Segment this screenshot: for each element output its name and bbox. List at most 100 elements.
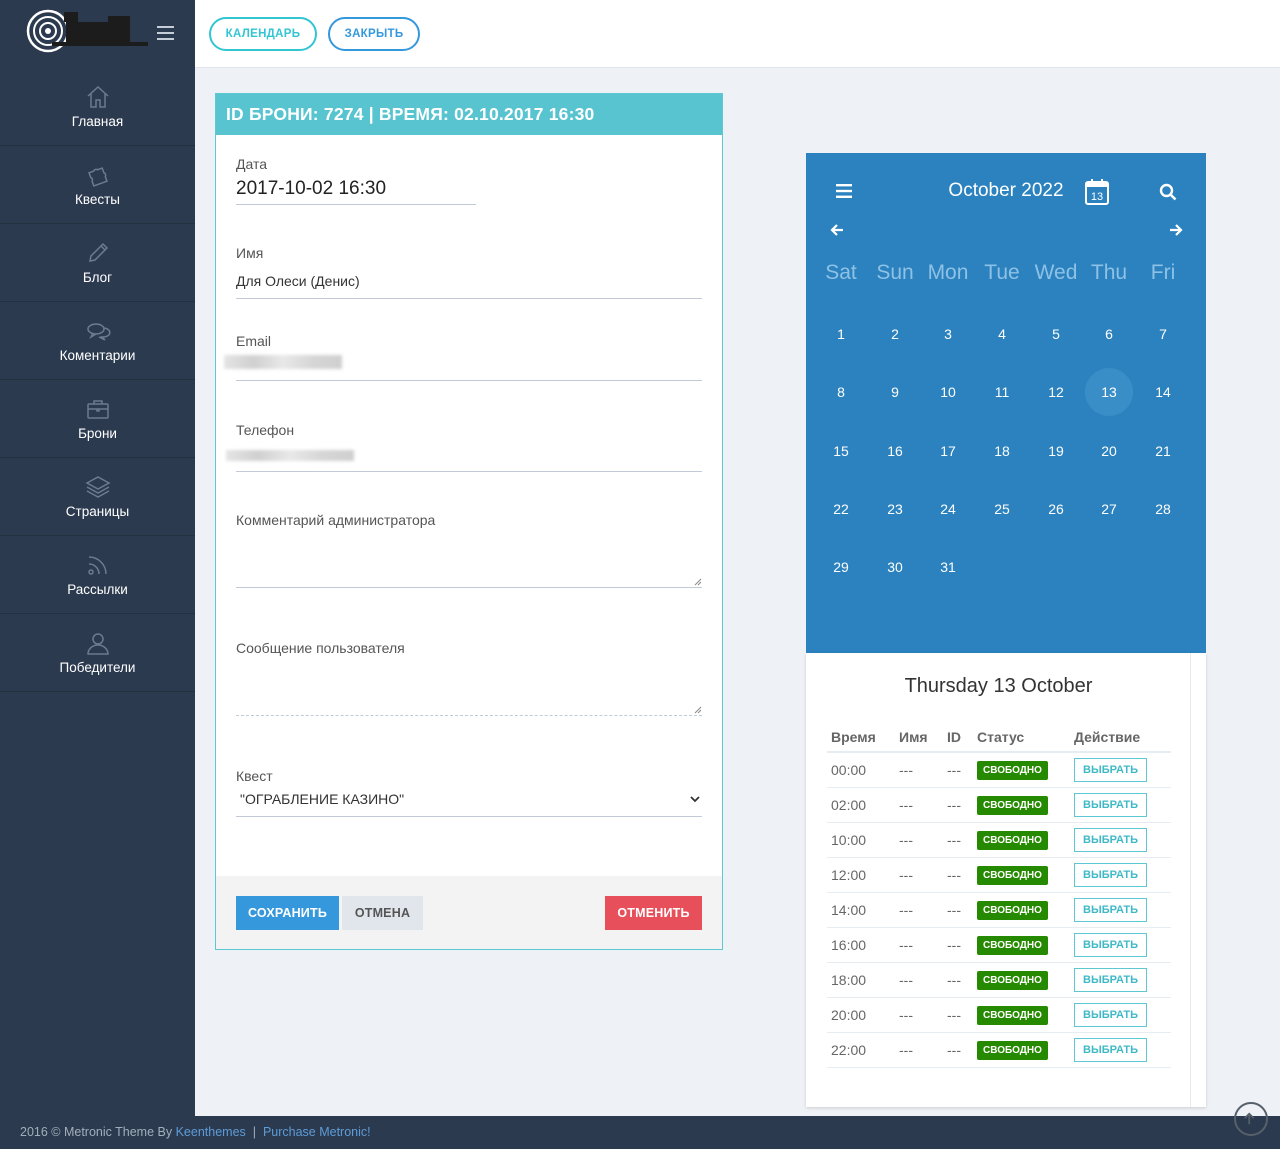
calendar-month-title: October 2022 xyxy=(948,180,1064,201)
footer-separator: | xyxy=(252,1125,256,1139)
select-slot-button[interactable]: ВЫБРАТЬ xyxy=(1074,757,1148,782)
quest-select[interactable]: "ОГРАБЛЕНИЕ КАЗИНО" xyxy=(236,784,702,817)
calendar-day[interactable]: 13 xyxy=(1085,368,1133,416)
booking-title: ID БРОНИ: 7274 | ВРЕМЯ: 02.10.2017 16:30 xyxy=(216,94,722,135)
calendar-today-icon[interactable]: 13 xyxy=(1084,178,1110,206)
calendar-day[interactable]: 4 xyxy=(998,326,1006,342)
calendar-day[interactable]: 2 xyxy=(891,326,899,342)
date-field-group: Дата 2017-10-02 16:30 xyxy=(236,156,702,205)
select-slot-button[interactable]: ВЫБРАТЬ xyxy=(1074,862,1148,887)
save-button[interactable]: СОХРАНИТЬ xyxy=(236,896,339,930)
footer-copyright: 2016 © Metronic Theme By xyxy=(20,1125,173,1139)
sidebar-item-winners[interactable]: Победители xyxy=(0,614,195,692)
admin-comment-label: Комментарий администратора xyxy=(236,512,436,528)
sidebar-item-label: Страницы xyxy=(65,504,130,519)
admin-comment-textarea[interactable] xyxy=(236,528,702,588)
close-button[interactable]: ЗАКРЫТЬ xyxy=(328,17,420,51)
calendar-button[interactable]: КАЛЕНДАРЬ xyxy=(209,17,317,51)
arrow-right-icon[interactable] xyxy=(1169,223,1183,237)
calendar-day[interactable]: 12 xyxy=(1048,384,1064,400)
logo[interactable] xyxy=(24,6,148,56)
email-input[interactable] xyxy=(224,349,702,381)
sidebar-item-comments[interactable]: Коментарии xyxy=(0,302,195,380)
keenthemes-link[interactable]: Keenthemes xyxy=(175,1125,246,1139)
sidebar-item-home[interactable]: Главная xyxy=(0,68,195,146)
calendar-day[interactable]: 1 xyxy=(837,326,845,342)
chevron-down-icon xyxy=(690,796,700,803)
calendar-day[interactable]: 20 xyxy=(1101,443,1117,459)
sidebar-item-label: Брони xyxy=(78,426,117,441)
menu-icon[interactable] xyxy=(836,184,852,198)
calendar-day[interactable]: 27 xyxy=(1101,501,1117,517)
resize-handle-icon[interactable] xyxy=(694,706,702,714)
select-slot-button[interactable]: ВЫБРАТЬ xyxy=(1074,967,1148,992)
cancel-button[interactable]: ОТМЕНА xyxy=(342,896,423,930)
slot-time: 00:00 xyxy=(827,752,895,788)
date-input[interactable]: 2017-10-02 16:30 xyxy=(236,172,476,205)
calendar-day[interactable]: 31 xyxy=(940,559,956,575)
calendar-day[interactable]: 19 xyxy=(1048,443,1064,459)
scrollbar-track[interactable] xyxy=(1190,653,1191,1107)
admin-comment-group: Комментарий администратора xyxy=(236,512,702,588)
user-message-textarea[interactable] xyxy=(236,656,702,716)
calendar-day[interactable]: 8 xyxy=(837,384,845,400)
calendar-day[interactable]: 5 xyxy=(1052,326,1060,342)
user-message-group: Сообщение пользователя xyxy=(236,640,702,716)
calendar-day[interactable]: 30 xyxy=(887,559,903,575)
calendar-day[interactable]: 14 xyxy=(1155,384,1171,400)
cancel-booking-button[interactable]: ОТМЕНИТЬ xyxy=(605,896,702,930)
slot-status-cell: СВОБОДНО xyxy=(973,927,1070,963)
calendar-day[interactable]: 29 xyxy=(833,559,849,575)
select-slot-button[interactable]: ВЫБРАТЬ xyxy=(1074,1037,1148,1062)
calendar-day[interactable]: 17 xyxy=(940,443,956,459)
phone-input[interactable] xyxy=(226,438,702,472)
slot-status-cell: СВОБОДНО xyxy=(973,822,1070,858)
search-icon[interactable] xyxy=(1159,183,1177,201)
select-slot-button[interactable]: ВЫБРАТЬ xyxy=(1074,932,1148,957)
calendar-day[interactable]: 6 xyxy=(1105,326,1113,342)
sidebar-item-quests[interactable]: Квесты xyxy=(0,146,195,224)
calendar-day[interactable]: 7 xyxy=(1159,326,1167,342)
slot-time: 22:00 xyxy=(827,1032,895,1068)
calendar-day[interactable]: 9 xyxy=(891,384,899,400)
calendar-day[interactable]: 16 xyxy=(887,443,903,459)
arrow-left-icon[interactable] xyxy=(830,223,844,237)
slot-action-cell: ВЫБРАТЬ xyxy=(1070,857,1171,893)
calendar-day[interactable]: 25 xyxy=(994,501,1010,517)
calendar-day[interactable]: 24 xyxy=(940,501,956,517)
status-badge: СВОБОДНО xyxy=(977,935,1048,955)
table-header-row: Время Имя ID Статус Действие xyxy=(827,726,1171,753)
calendar-day[interactable]: 10 xyxy=(940,384,956,400)
purchase-link[interactable]: Purchase Metronic! xyxy=(262,1125,371,1139)
calendar-day[interactable]: 18 xyxy=(994,443,1010,459)
arrow-up-icon xyxy=(1244,1112,1255,1125)
sidebar-item-blog[interactable]: Блог xyxy=(0,224,195,302)
name-input[interactable]: Для Олеси (Денис) xyxy=(236,261,702,299)
weekday-label: Thu xyxy=(1090,261,1128,284)
scroll-to-top-button[interactable] xyxy=(1234,1102,1268,1136)
slots-body: 00:00 --- --- СВОБОДНО ВЫБРАТЬ 02:00 --- --- СВО… xyxy=(827,752,1171,1068)
calendar-day[interactable]: 11 xyxy=(994,384,1010,400)
calendar-day[interactable]: 21 xyxy=(1155,443,1171,459)
quest-label: Квест xyxy=(236,768,273,784)
top-header: КАЛЕНДАРЬ ЗАКРЫТЬ xyxy=(195,0,1280,68)
calendar-day[interactable]: 26 xyxy=(1048,501,1064,517)
slot-name: --- xyxy=(895,822,943,858)
slot-action-cell: ВЫБРАТЬ xyxy=(1070,822,1171,858)
sidebar-item-bookings[interactable]: Брони xyxy=(0,380,195,458)
calendar-day[interactable]: 28 xyxy=(1155,501,1171,517)
sidebar-item-pages[interactable]: Страницы xyxy=(0,458,195,536)
calendar-day[interactable]: 3 xyxy=(944,326,952,342)
select-slot-button[interactable]: ВЫБРАТЬ xyxy=(1074,827,1148,852)
weekday-label: Wed xyxy=(1034,261,1078,284)
select-slot-button[interactable]: ВЫБРАТЬ xyxy=(1074,792,1148,817)
calendar-day[interactable]: 23 xyxy=(887,501,903,517)
sidebar-item-mailings[interactable]: Рассылки xyxy=(0,536,195,614)
sidebar-toggle-button[interactable] xyxy=(157,26,174,40)
select-slot-button[interactable]: ВЫБРАТЬ xyxy=(1074,897,1148,922)
calendar-day[interactable]: 15 xyxy=(833,443,849,459)
select-slot-button[interactable]: ВЫБРАТЬ xyxy=(1074,1002,1148,1027)
redacted-email xyxy=(224,355,342,369)
calendar-day[interactable]: 22 xyxy=(833,501,849,517)
resize-handle-icon[interactable] xyxy=(694,578,702,586)
